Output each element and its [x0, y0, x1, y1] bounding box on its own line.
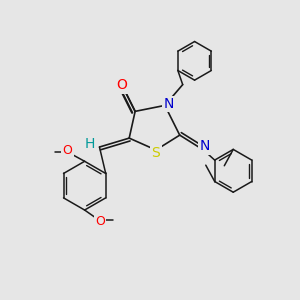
Text: H: H: [85, 137, 95, 151]
Text: S: S: [152, 146, 160, 160]
Text: O: O: [63, 144, 73, 158]
Text: O: O: [116, 78, 127, 92]
Text: O: O: [95, 215, 105, 228]
Text: N: N: [200, 140, 210, 153]
Text: N: N: [163, 97, 174, 111]
